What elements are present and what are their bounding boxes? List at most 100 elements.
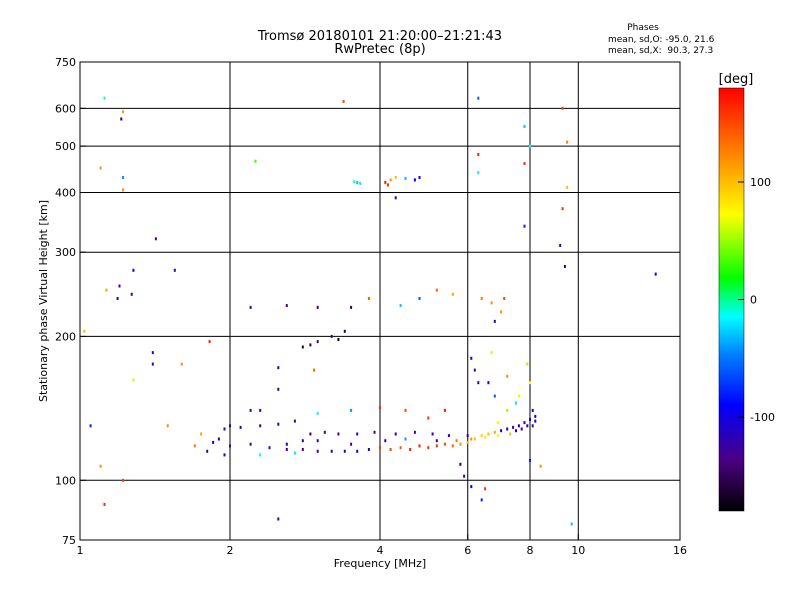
data-point — [337, 432, 340, 436]
data-point — [459, 462, 462, 466]
phases-heading: Phases — [627, 23, 659, 33]
data-point — [490, 301, 493, 305]
data-point — [413, 430, 416, 434]
data-point — [151, 362, 154, 366]
data-point — [470, 485, 473, 489]
data-point — [342, 100, 345, 103]
data-point — [477, 96, 480, 100]
data-point — [277, 517, 280, 521]
data-point — [435, 444, 438, 448]
data-point — [443, 442, 446, 446]
data-point — [120, 117, 123, 121]
data-point — [515, 401, 517, 405]
data-point — [367, 297, 370, 300]
data-point — [343, 329, 346, 333]
chart-subtitle: RwPretec (8p) — [334, 42, 425, 57]
data-point — [497, 421, 499, 425]
data-point — [212, 440, 215, 444]
data-point — [559, 243, 562, 247]
data-point — [523, 162, 526, 165]
data-point — [367, 448, 370, 451]
data-point — [389, 448, 392, 451]
data-point — [268, 446, 271, 450]
data-point — [373, 430, 376, 434]
data-point — [387, 183, 389, 187]
axis-ticks: 1 2 4 6 8 10 16 75 100 200 300 400 500 600 750 — [55, 56, 687, 557]
data-point — [301, 448, 304, 451]
data-point — [277, 422, 280, 426]
data-point — [223, 453, 226, 457]
data-point — [484, 487, 487, 491]
data-point — [301, 345, 304, 349]
data-point — [473, 437, 476, 441]
data-point — [285, 442, 288, 446]
data-point — [151, 351, 154, 355]
y-tick-label: 100 — [55, 474, 76, 487]
data-point — [350, 442, 353, 446]
x-tick-label: 1 — [77, 544, 84, 557]
data-point — [500, 310, 503, 314]
y-tick-label: 750 — [55, 56, 76, 69]
data-point — [447, 434, 450, 438]
y-tick-label: 500 — [55, 140, 76, 153]
data-point — [418, 444, 421, 448]
data-point — [506, 408, 509, 412]
data-point — [531, 424, 534, 428]
data-point — [523, 224, 526, 228]
x-tick-label: 8 — [527, 544, 534, 557]
data-point — [277, 366, 280, 370]
data-point — [249, 442, 252, 446]
data-point — [122, 176, 124, 179]
x-axis-label: Frequency [MHz] — [334, 557, 426, 570]
data-point — [418, 176, 421, 179]
data-point — [208, 340, 211, 344]
data-point — [477, 381, 480, 385]
data-point — [490, 351, 493, 355]
data-point — [539, 464, 542, 468]
data-point — [470, 356, 473, 360]
data-point — [350, 408, 353, 412]
data-point — [523, 124, 526, 128]
data-point — [493, 394, 496, 398]
y-tick-label: 600 — [55, 102, 76, 115]
data-point — [394, 176, 397, 179]
data-point — [404, 176, 407, 180]
data-point — [384, 180, 387, 184]
y-tick-label: 200 — [55, 330, 76, 343]
data-point — [409, 448, 412, 451]
data-point — [180, 362, 183, 366]
data-point — [313, 368, 316, 372]
data-point — [353, 180, 356, 184]
x-tick-label: 2 — [227, 544, 234, 557]
data-point — [563, 265, 566, 268]
data-point — [356, 180, 359, 184]
colorbar-tick-label: 0 — [750, 294, 757, 307]
data-point — [451, 444, 454, 448]
data-point — [229, 424, 231, 428]
data-point — [259, 453, 262, 457]
data-point — [503, 297, 506, 300]
data-point — [517, 394, 520, 398]
data-point — [285, 448, 288, 451]
data-point — [399, 446, 402, 450]
data-point — [455, 439, 458, 443]
data-point — [523, 421, 526, 425]
y-axis-label: Stationary phase Virtual Height [km] — [37, 200, 50, 402]
colorbar-tick-label: 100 — [750, 176, 771, 189]
data-point — [487, 381, 490, 385]
data-point — [427, 416, 430, 420]
data-point — [103, 503, 106, 506]
chart-title: Tromsø 20180101 21:20:00–21:21:43 — [257, 29, 502, 44]
data-point — [83, 329, 86, 333]
data-point — [515, 429, 517, 433]
data-point — [473, 368, 476, 372]
data-point — [259, 424, 262, 428]
data-point — [249, 408, 252, 412]
data-point — [534, 414, 537, 418]
data-point — [443, 408, 446, 412]
colorbar-tick-label: -100 — [750, 411, 775, 424]
data-point — [526, 424, 529, 428]
data-point — [561, 207, 564, 211]
data-point — [500, 429, 503, 433]
data-point — [316, 411, 319, 415]
